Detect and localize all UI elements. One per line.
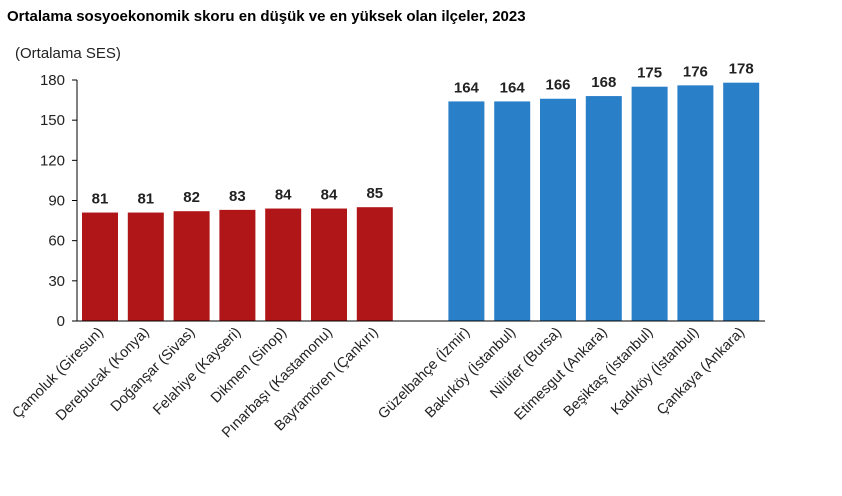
bar [265, 208, 302, 321]
bar [311, 208, 347, 321]
data-label: 81 [137, 191, 154, 208]
data-label: 164 [500, 79, 526, 96]
y-tick-label: 150 [40, 112, 65, 129]
data-label: 166 [545, 77, 570, 94]
bar [448, 101, 485, 321]
bar [173, 211, 210, 321]
bar [540, 98, 576, 321]
category-label: Çankaya (Ankara) [654, 325, 748, 419]
y-tick-label: 60 [48, 233, 65, 250]
data-label: 176 [683, 63, 708, 80]
bar [723, 82, 760, 321]
data-label: 85 [366, 185, 383, 202]
y-tick-label: 180 [40, 72, 65, 89]
data-label: 164 [454, 79, 480, 96]
data-label: 82 [183, 189, 200, 206]
bar [494, 101, 531, 321]
category-label: Felahiye (Kayseri) [150, 325, 244, 419]
bar [631, 86, 668, 321]
y-tick-label: 30 [48, 273, 65, 290]
data-label: 168 [591, 74, 616, 91]
bar [219, 209, 256, 321]
y-tick-label: 90 [48, 193, 65, 210]
y-tick-label: 120 [40, 152, 65, 169]
bar [585, 96, 622, 321]
chart-title: Ortalama sosyoekonomik skoru en düşük ve… [7, 8, 526, 25]
data-label: 178 [729, 61, 754, 78]
data-label: 84 [275, 187, 292, 204]
data-label: 175 [637, 65, 662, 82]
data-label: 83 [229, 188, 246, 205]
data-label: 81 [92, 191, 109, 208]
bar [677, 85, 714, 321]
data-label: 84 [321, 187, 338, 204]
category-label: Doğanşar (Sivas) [108, 325, 199, 416]
bar [356, 207, 393, 321]
bar [127, 212, 164, 321]
bar [82, 212, 118, 321]
y-tick-label: 0 [57, 313, 65, 330]
y-axis-label: (Ortalama SES) [15, 45, 121, 62]
